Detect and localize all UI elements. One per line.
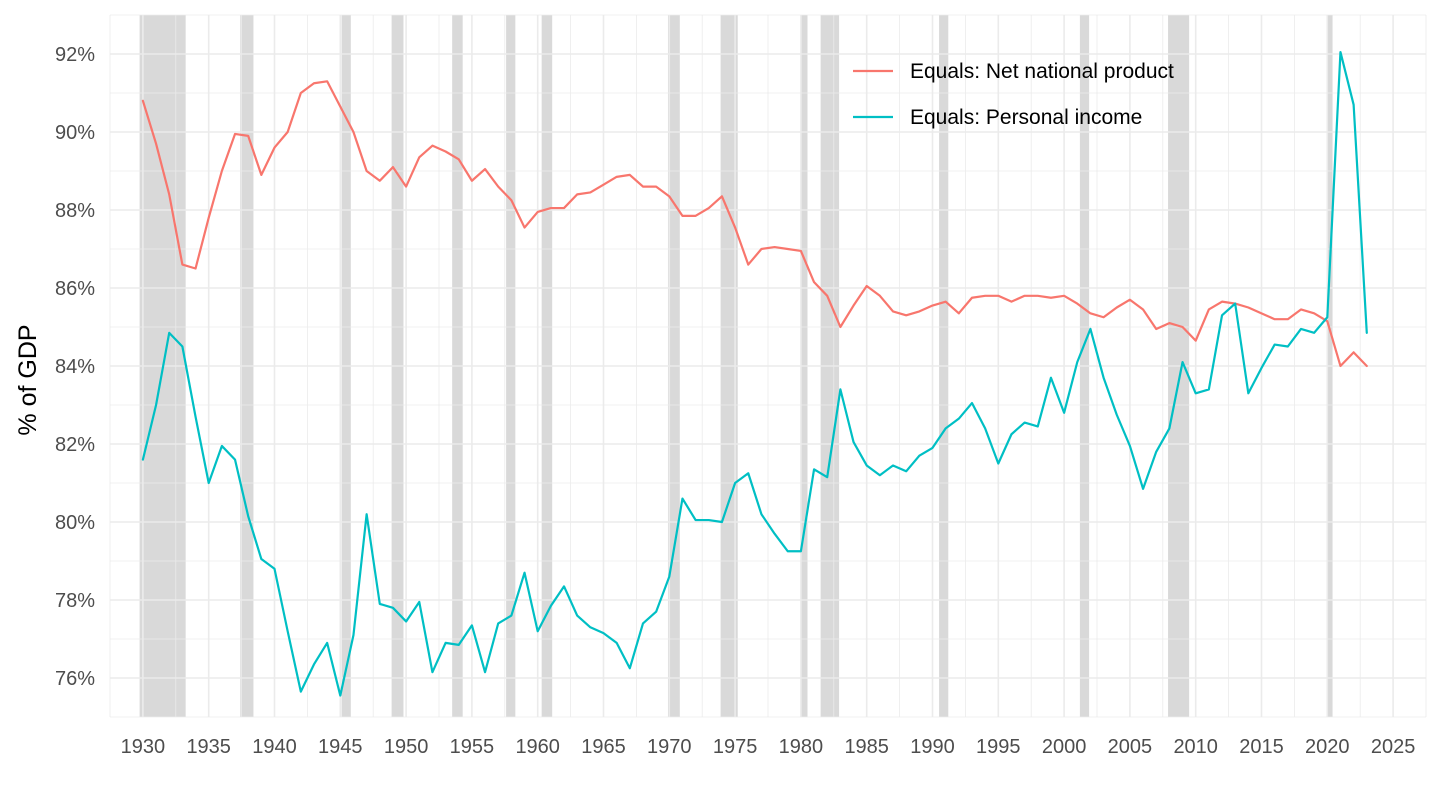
x-tick-label: 2015 xyxy=(1239,736,1284,758)
y-axis-ticks: 76% 78% 80% 82% 84% 86% 88% 90% 92% xyxy=(55,44,95,690)
x-axis-ticks: 1930 1935 1940 1945 1950 1955 1960 1965 1970 1975… xyxy=(121,736,1416,758)
x-tick-label: 1995 xyxy=(976,736,1021,758)
x-tick-label: 1930 xyxy=(121,736,166,758)
y-axis-title: % of GDP xyxy=(14,324,42,435)
y-tick-label: 76% xyxy=(55,668,95,690)
y-tick-label: 92% xyxy=(55,44,95,66)
y-tick-label: 86% xyxy=(55,278,95,300)
y-tick-label: 88% xyxy=(55,200,95,222)
x-tick-label: 2025 xyxy=(1371,736,1416,758)
x-tick-label: 1960 xyxy=(515,736,560,758)
x-tick-label: 1980 xyxy=(779,736,824,758)
y-tick-label: 78% xyxy=(55,590,95,612)
x-tick-label: 1970 xyxy=(647,736,692,758)
x-tick-label: 2020 xyxy=(1305,736,1350,758)
x-tick-label: 1935 xyxy=(186,736,231,758)
series-lines xyxy=(141,50,1368,697)
legend-label-0: Equals: Net national product xyxy=(910,60,1174,83)
legend-label-1: Equals: Personal income xyxy=(910,106,1142,129)
x-tick-label: 1940 xyxy=(252,736,297,758)
x-tick-label: 1985 xyxy=(844,736,889,758)
x-tick-label: 1945 xyxy=(318,736,363,758)
y-tick-label: 84% xyxy=(55,356,95,378)
x-tick-label: 1950 xyxy=(384,736,429,758)
x-tick-label: 1990 xyxy=(910,736,955,758)
x-tick-label: 1955 xyxy=(450,736,495,758)
x-tick-label: 2000 xyxy=(1042,736,1087,758)
legend: Equals: Net national product Equals: Pers… xyxy=(853,60,1174,129)
x-tick-label: 2005 xyxy=(1108,736,1153,758)
x-tick-label: 1965 xyxy=(581,736,626,758)
x-tick-label: 2010 xyxy=(1173,736,1218,758)
y-tick-label: 82% xyxy=(55,434,95,456)
y-tick-label: 90% xyxy=(55,122,95,144)
gridlines xyxy=(109,14,1427,718)
series-line-0 xyxy=(141,80,1368,368)
y-tick-label: 80% xyxy=(55,512,95,534)
series-line-1 xyxy=(141,50,1368,697)
x-tick-label: 1975 xyxy=(713,736,758,758)
